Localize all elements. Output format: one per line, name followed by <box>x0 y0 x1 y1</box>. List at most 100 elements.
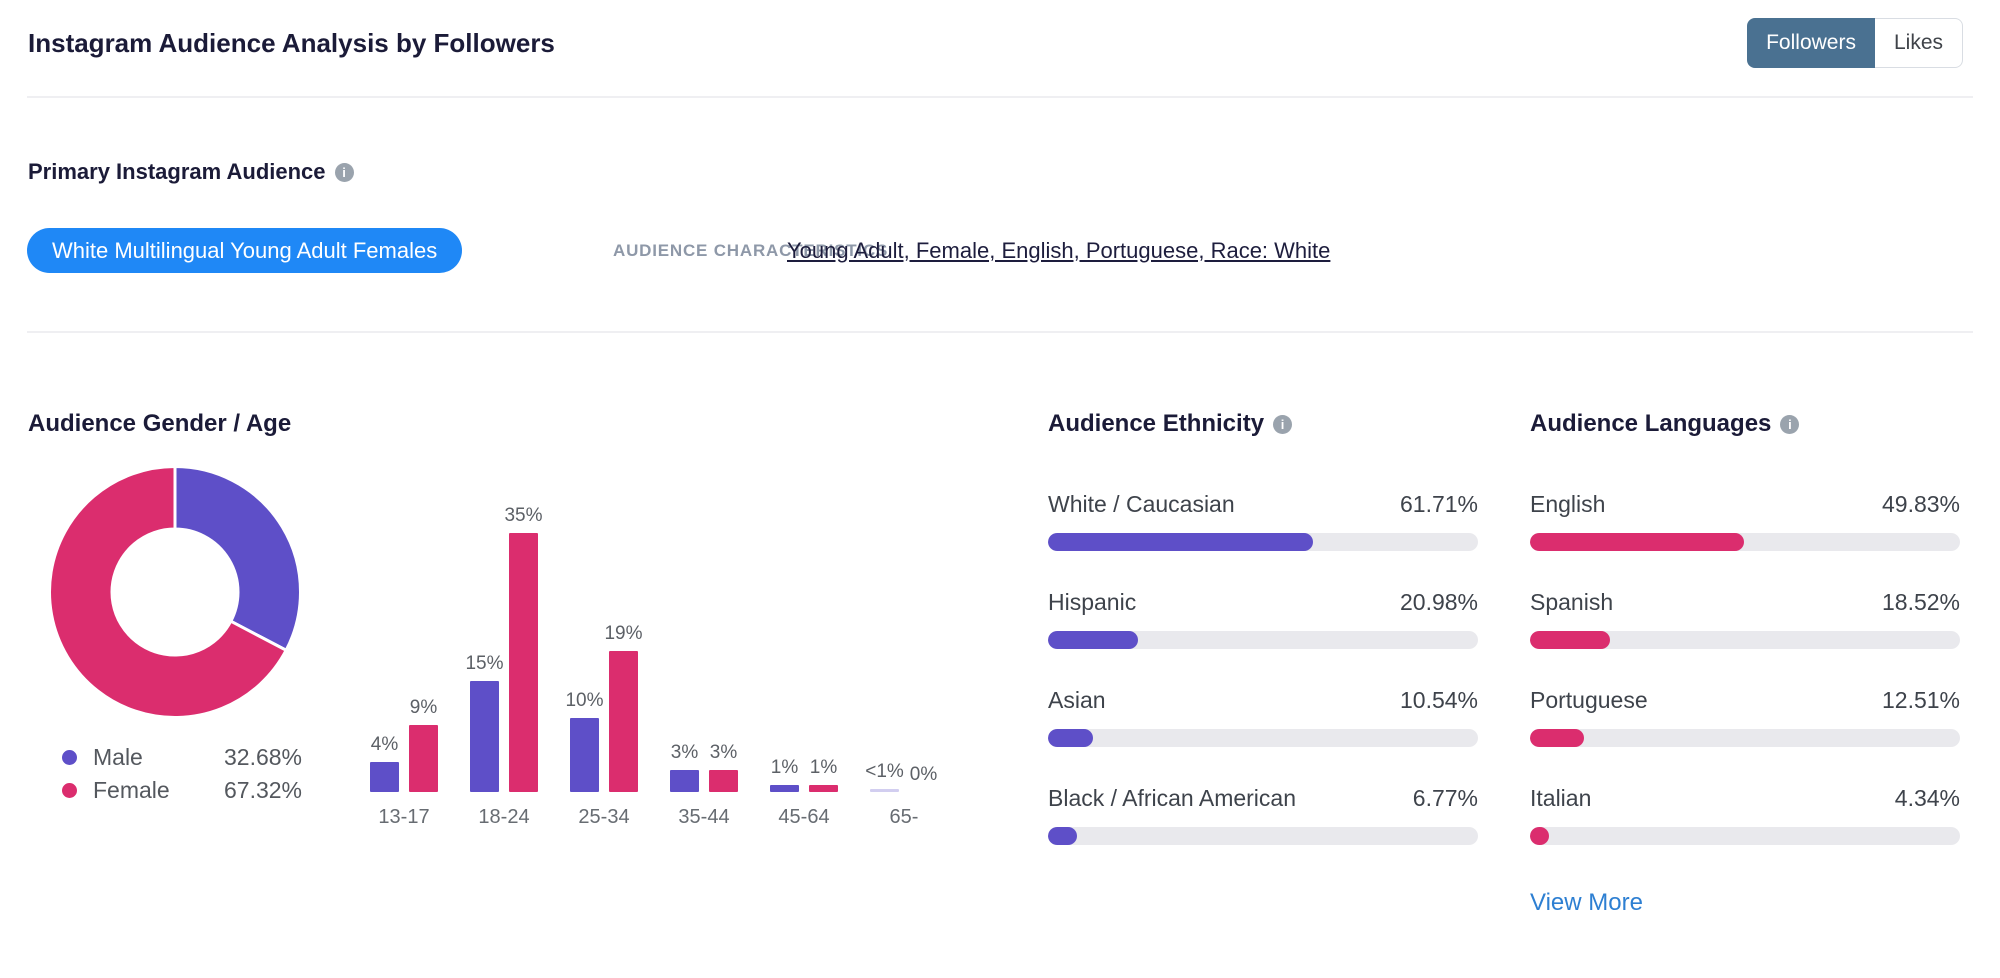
bar-group: 1% 1% 45-64 <box>770 757 838 830</box>
progress-value: 49.83% <box>1881 491 1960 517</box>
progress-label: Italian <box>1530 785 1592 811</box>
progress-row: Asian 10.54% <box>1048 685 1478 747</box>
donut-segment-female <box>48 465 289 719</box>
audience-characteristics-label: AUDIENCE CHARACTERISTICS <box>613 240 889 260</box>
bar-value-label: <1% <box>865 761 904 782</box>
bar-cell: 35% <box>504 505 543 792</box>
progress-fill <box>1048 631 1139 649</box>
bar-category-label: 25-34 <box>578 806 630 828</box>
likes-toggle-button[interactable]: Likes <box>1874 18 1963 68</box>
progress-head: Italian 4.34% <box>1530 783 1960 813</box>
bar-value-label: 15% <box>465 653 504 674</box>
legend-item: Male 32.68% <box>62 741 302 774</box>
progress-row: White / Caucasian 61.71% <box>1048 489 1478 551</box>
progress-fill <box>1530 827 1549 845</box>
page-title: Instagram Audience Analysis by Followers <box>28 28 555 58</box>
bar-male-13-17 <box>370 762 399 792</box>
bar-group: <1% 0% 65- <box>865 761 938 830</box>
progress-fill <box>1048 729 1094 747</box>
progress-track <box>1048 827 1478 845</box>
bar-male-25-34 <box>570 718 599 792</box>
bar-cell: 3% <box>670 742 699 792</box>
progress-label: Black / African American <box>1048 785 1296 811</box>
gender-age-heading: Audience Gender / Age <box>28 408 291 440</box>
bar-group: 3% 3% 35-44 <box>670 742 738 830</box>
gender-age-heading-text: Audience Gender / Age <box>28 410 292 437</box>
legend-value: 32.68% <box>223 744 302 770</box>
bar-male-35-44 <box>670 770 699 792</box>
bar-value-label: 1% <box>809 757 838 778</box>
progress-value: 12.51% <box>1881 687 1960 713</box>
progress-head: English 49.83% <box>1530 489 1960 519</box>
bar-value-label: 19% <box>604 623 643 644</box>
bar-cell: 4% <box>370 734 399 792</box>
primary-audience-heading-text: Primary Instagram Audience <box>28 159 326 184</box>
bar-cell: 0% <box>909 764 938 792</box>
bar-category-label: 18-24 <box>478 806 530 828</box>
bar-male-18-24 <box>470 681 499 792</box>
bars-row: 3% 3% <box>670 742 738 792</box>
progress-row: Spanish 18.52% <box>1530 587 1960 649</box>
progress-head: White / Caucasian 61.71% <box>1048 489 1478 519</box>
bar-value-label: 0% <box>909 764 938 785</box>
bar-category-label: 13-17 <box>378 806 430 828</box>
bar-cell: 9% <box>409 697 438 792</box>
view-more-link[interactable]: View More <box>1530 889 1643 916</box>
info-icon[interactable]: i <box>1780 414 1800 434</box>
info-icon[interactable]: i <box>334 162 354 182</box>
bars-row: <1% 0% <box>865 761 938 792</box>
bar-group: 4% 9% 13-17 <box>370 697 438 830</box>
bar-female-35-44 <box>709 770 738 792</box>
progress-track <box>1048 631 1478 649</box>
bar-value-label: 3% <box>670 742 699 763</box>
progress-fill <box>1530 533 1745 551</box>
gender-legend: Male 32.68% Female 67.32% <box>62 741 302 807</box>
bar-female-13-17 <box>409 725 438 792</box>
progress-row: Hispanic 20.98% <box>1048 587 1478 649</box>
progress-label: Hispanic <box>1048 589 1137 615</box>
bar-group: 15% 35% 18-24 <box>465 505 543 830</box>
progress-value: 10.54% <box>1399 687 1478 713</box>
progress-label: Asian <box>1048 687 1106 713</box>
progress-row: Italian 4.34% <box>1530 783 1960 845</box>
legend-dot <box>62 750 77 765</box>
progress-label: White / Caucasian <box>1048 491 1235 517</box>
bars-row: 15% 35% <box>465 505 543 792</box>
legend-item: Female 67.32% <box>62 774 302 807</box>
donut-segment-male <box>173 465 302 653</box>
followers-toggle-button[interactable]: Followers <box>1747 18 1875 68</box>
progress-row: Portuguese 12.51% <box>1530 685 1960 747</box>
divider <box>27 96 1973 98</box>
progress-fill <box>1048 827 1078 845</box>
bar-female-25-34 <box>609 651 638 792</box>
bars-row: 4% 9% <box>370 697 438 792</box>
bar-female-45-64 <box>809 785 838 792</box>
bar-category-label: 35-44 <box>678 806 730 828</box>
bar-cell: 19% <box>604 623 643 792</box>
progress-fill <box>1530 729 1584 747</box>
languages-section: Audience Languages i English 49.83% Spanis… <box>1530 408 1960 917</box>
info-icon[interactable]: i <box>1273 414 1293 434</box>
audience-characteristics-link[interactable]: Young Adult, Female, English, Portuguese… <box>787 237 1331 263</box>
legend-label: Female <box>93 777 170 803</box>
bars-row: 1% 1% <box>770 757 838 792</box>
progress-value: 61.71% <box>1399 491 1478 517</box>
progress-track <box>1048 729 1478 747</box>
bar-cell: 3% <box>709 742 738 792</box>
progress-value: 18.52% <box>1881 589 1960 615</box>
divider <box>27 331 1973 333</box>
bar-value-label: 4% <box>370 734 399 755</box>
bar-value-label: 10% <box>565 690 604 711</box>
progress-track <box>1530 827 1960 845</box>
ethnicity-rows: White / Caucasian 61.71% Hispanic 20.98% Asi… <box>1048 489 1478 845</box>
primary-audience-heading: Primary Instagram Audience i <box>28 158 354 186</box>
progress-head: Portuguese 12.51% <box>1530 685 1960 715</box>
followers-likes-toggle: Followers Likes <box>1747 18 1963 68</box>
progress-row: English 49.83% <box>1530 489 1960 551</box>
languages-rows: English 49.83% Spanish 18.52% Portuguese 12.5… <box>1530 489 1960 845</box>
primary-audience-badge: White Multilingual Young Adult Females <box>27 228 463 273</box>
gender-donut-chart <box>48 465 302 719</box>
bar-group: 10% 19% 25-34 <box>565 623 643 830</box>
bar-cell: 1% <box>809 757 838 792</box>
bar-cell: 1% <box>770 757 799 792</box>
